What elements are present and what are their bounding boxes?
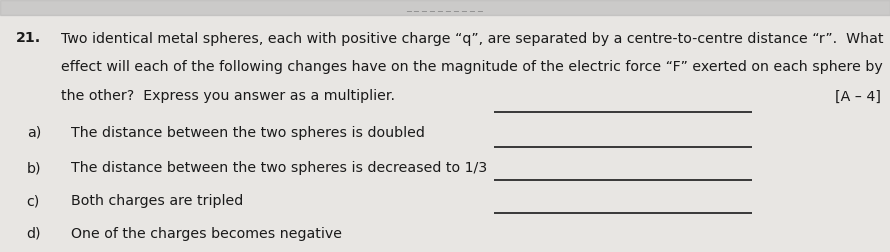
Text: The distance between the two spheres is decreased to 1/3: The distance between the two spheres is …: [71, 161, 488, 175]
Bar: [0, 0, 890, 15]
Text: effect will each of the following changes have on the magnitude of the electric : effect will each of the following change…: [61, 60, 882, 75]
Text: d): d): [27, 227, 41, 241]
Text: a): a): [27, 126, 41, 140]
Text: b): b): [27, 161, 41, 175]
Text: The distance between the two spheres is doubled: The distance between the two spheres is …: [71, 126, 425, 140]
Text: Two identical metal spheres, each with positive charge “q”, are separated by a c: Two identical metal spheres, each with p…: [61, 32, 883, 46]
Text: One of the charges becomes negative: One of the charges becomes negative: [71, 227, 342, 241]
Text: [A – 4]: [A – 4]: [835, 89, 881, 104]
Text: _ _ _ _ _ _ _ _ _ _: _ _ _ _ _ _ _ _ _ _: [407, 1, 483, 11]
Text: the other?  Express you answer as a multiplier.: the other? Express you answer as a multi…: [61, 89, 394, 104]
Text: c): c): [27, 194, 40, 208]
Text: 21.: 21.: [16, 32, 41, 46]
Text: Both charges are tripled: Both charges are tripled: [71, 194, 244, 208]
